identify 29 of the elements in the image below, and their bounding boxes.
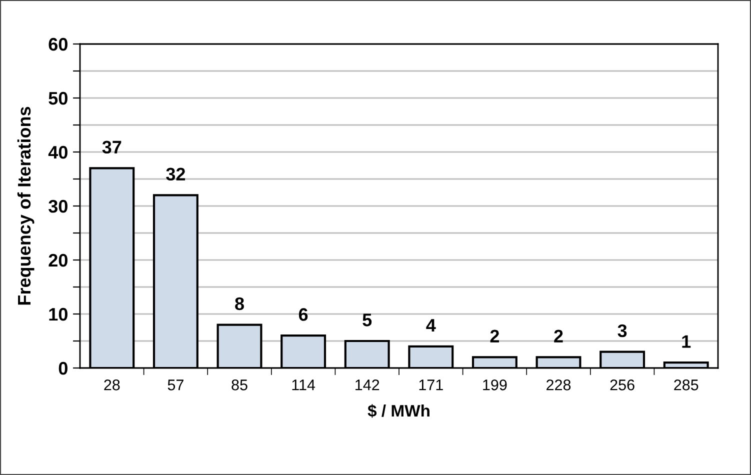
x-tick-label: 114 [292, 380, 316, 390]
data-label: 37 [102, 140, 122, 154]
x-tick-label: 85 [232, 380, 248, 390]
x-tick-label: 285 [674, 380, 698, 390]
x-tick-label: 171 [419, 380, 443, 390]
x-tick-label: 142 [356, 380, 380, 390]
y-axis-title: Frequency of Iterations [17, 106, 34, 305]
y-tick-label: 0 [58, 362, 68, 375]
data-label: 32 [166, 168, 186, 181]
data-label: 1 [682, 335, 691, 348]
y-tick-label: 20 [48, 254, 68, 267]
data-label: 2 [490, 330, 499, 342]
x-tick-label: 256 [610, 380, 634, 390]
y-tick-label: 60 [48, 38, 68, 51]
data-label: 4 [426, 319, 436, 332]
x-tick-label: 199 [483, 380, 507, 390]
y-tick-label: 50 [48, 92, 68, 105]
data-label: 8 [235, 297, 244, 310]
x-axis-title: $ / MWh [368, 404, 430, 418]
data-label: 5 [362, 314, 372, 326]
data-label: 2 [554, 330, 563, 342]
data-label: 6 [298, 308, 308, 321]
y-tick-label: 40 [48, 146, 68, 159]
x-tick-label: 28 [104, 380, 120, 390]
x-tick-label: 57 [168, 380, 184, 390]
x-tick-label: 228 [546, 380, 571, 390]
y-tick-label: 10 [49, 308, 68, 321]
data-label: 3 [618, 324, 627, 338]
y-tick-label: 30 [48, 200, 68, 213]
